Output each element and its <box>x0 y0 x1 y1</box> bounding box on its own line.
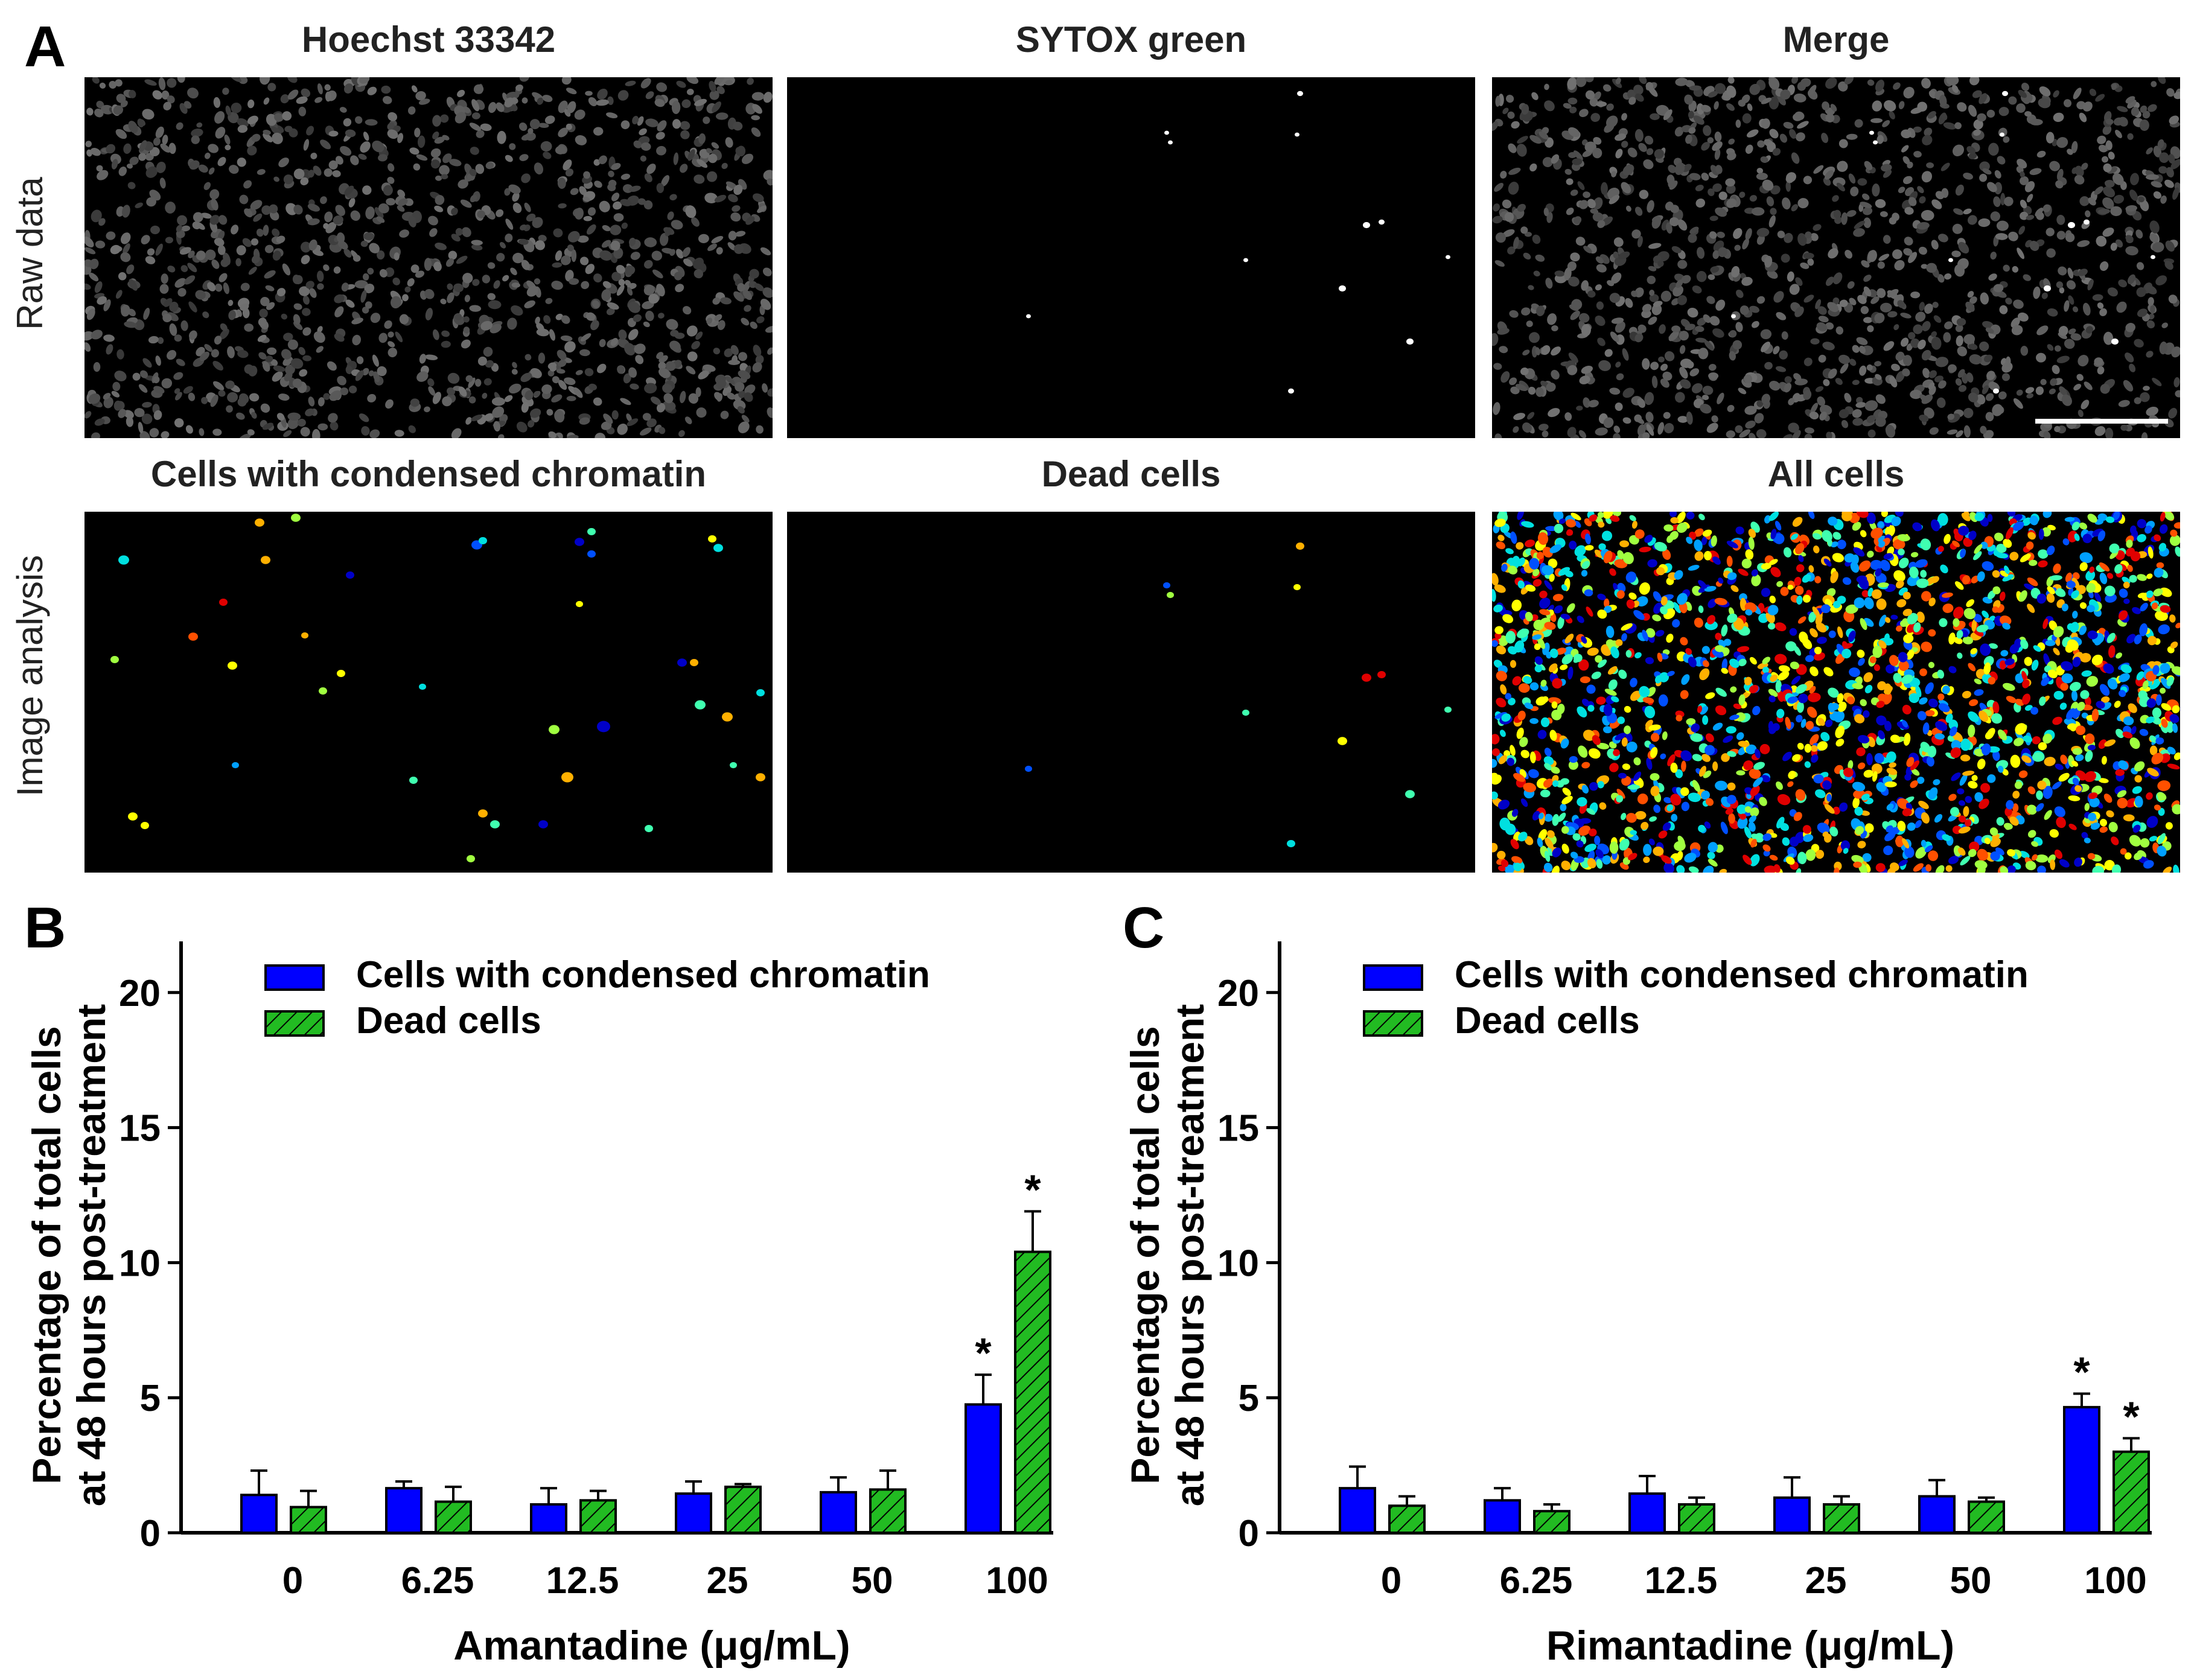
bar-dead-cells <box>1678 1503 1715 1534</box>
bar-condensed-chromatin <box>1484 1499 1521 1534</box>
dead-objects <box>1025 542 1452 847</box>
x-tick-label: 50 <box>1950 1560 1992 1602</box>
x-tick-label: 6.25 <box>401 1560 474 1602</box>
panel-a-letter: A <box>24 14 66 79</box>
x-tick-label: 12.5 <box>546 1560 619 1602</box>
title-all-cells: All cells <box>1767 454 1905 494</box>
condensed-objects <box>110 514 765 862</box>
significance-marker: * <box>975 1329 992 1376</box>
bar-dead-cells <box>724 1485 762 1535</box>
x-tick-label: 100 <box>986 1560 1048 1602</box>
x-tick-label: 6.25 <box>1500 1560 1573 1602</box>
y-tick-label: 0 <box>140 1513 161 1554</box>
merge-nuclei <box>1492 77 2180 438</box>
all-cell-objects <box>1492 512 2180 873</box>
significance-marker: * <box>2123 1393 2140 1440</box>
bar-condensed-chromatin <box>2063 1405 2100 1534</box>
bar-condensed-chromatin <box>1339 1487 1376 1535</box>
chart-c: C 0 5 10 15 20 Percentage of total cellsat 48 … <box>1098 893 2197 1677</box>
bar-condensed-chromatin <box>675 1492 712 1534</box>
merge-spots <box>1731 91 2155 394</box>
x-tick-label: 12.5 <box>1645 1560 1718 1602</box>
y-tick-label: 20 <box>119 973 161 1014</box>
y-tick-label: 10 <box>1217 1242 1259 1284</box>
y-tick-label: 20 <box>1217 973 1259 1014</box>
bar-condensed-chromatin <box>965 1403 1002 1535</box>
bar-condensed-chromatin <box>240 1494 278 1534</box>
x-tick-label: 25 <box>1805 1560 1847 1602</box>
x-tick-label: 25 <box>707 1560 748 1602</box>
bar-dead-cells <box>869 1488 907 1535</box>
title-hoechst: Hoechst 33342 <box>301 19 556 60</box>
significance-marker: * <box>1024 1166 1041 1213</box>
bar-condensed-chromatin <box>530 1503 567 1534</box>
x-tick-label: 0 <box>1381 1560 1401 1602</box>
bar-dead-cells <box>579 1499 617 1534</box>
bar-condensed-chromatin <box>1773 1496 1811 1534</box>
y-tick-label: 0 <box>1239 1513 1259 1554</box>
bar-dead-cells <box>290 1506 327 1535</box>
legend-swatch <box>1363 964 1423 991</box>
bar-condensed-chromatin <box>1918 1495 1956 1534</box>
bar-condensed-chromatin <box>820 1491 857 1534</box>
scale-bar <box>2035 419 2168 424</box>
y-tick-label: 5 <box>140 1378 161 1419</box>
bar-dead-cells <box>435 1500 472 1534</box>
sytox-spots <box>1026 91 1450 394</box>
segmentation-all-cells <box>1492 512 2180 873</box>
legend-label: Dead cells <box>1455 1000 1640 1042</box>
title-merge: Merge <box>1782 19 1890 60</box>
bar-condensed-chromatin <box>385 1487 422 1535</box>
hoechst-nuclei <box>84 77 773 438</box>
bar-dead-cells <box>1388 1504 1426 1535</box>
significance-marker: * <box>2073 1348 2090 1395</box>
x-axis-label: Rimantadine (μg/mL) <box>1546 1623 1954 1669</box>
micrograph-sytox <box>787 77 1475 438</box>
y-tick-label: 15 <box>119 1108 161 1150</box>
title-sytox: SYTOX green <box>1015 19 1247 60</box>
legend-label: Cells with condensed chromatin <box>1455 954 2029 996</box>
row-label-image-analysis: Image analysis <box>10 555 50 797</box>
segmentation-condensed-chromatin <box>84 512 773 873</box>
panel-letter: C <box>1123 896 1164 960</box>
title-condensed-chromatin: Cells with condensed chromatin <box>150 454 707 494</box>
x-tick-label: 50 <box>852 1560 893 1602</box>
bar-dead-cells <box>1823 1503 1860 1534</box>
bar-dead-cells <box>1014 1250 1051 1534</box>
legend-swatch <box>264 1010 325 1037</box>
x-tick-label: 0 <box>282 1560 303 1602</box>
x-axis-label: Amantadine (μg/mL) <box>453 1623 850 1669</box>
bar-condensed-chromatin <box>1628 1492 1666 1534</box>
title-dead-cells: Dead cells <box>1041 454 1221 494</box>
row-label-raw-data: Raw data <box>10 177 50 330</box>
bar-dead-cells <box>2112 1450 2150 1535</box>
micrograph-hoechst <box>84 77 773 438</box>
y-axis-label: Percentage of total cellsat 48 hours pos… <box>24 1004 113 1506</box>
panel-letter: B <box>24 896 66 960</box>
chart-b: B 0 5 10 15 20 Percentage of total cellsat 48 … <box>0 893 1098 1677</box>
legend-label: Dead cells <box>356 1000 541 1042</box>
legend-swatch <box>264 964 325 991</box>
bar-dead-cells <box>1533 1510 1570 1534</box>
y-axis-label: Percentage of total cellsat 48 hours pos… <box>1123 1004 1212 1506</box>
y-tick-label: 15 <box>1217 1108 1259 1150</box>
segmentation-dead-cells <box>787 512 1475 873</box>
bar-dead-cells <box>1968 1500 2005 1534</box>
legend-label: Cells with condensed chromatin <box>356 954 930 996</box>
x-tick-label: 100 <box>2084 1560 2146 1602</box>
legend-swatch <box>1363 1010 1423 1037</box>
micrograph-merge <box>1492 77 2180 438</box>
y-tick-label: 5 <box>1239 1378 1259 1419</box>
y-tick-label: 10 <box>119 1242 161 1284</box>
